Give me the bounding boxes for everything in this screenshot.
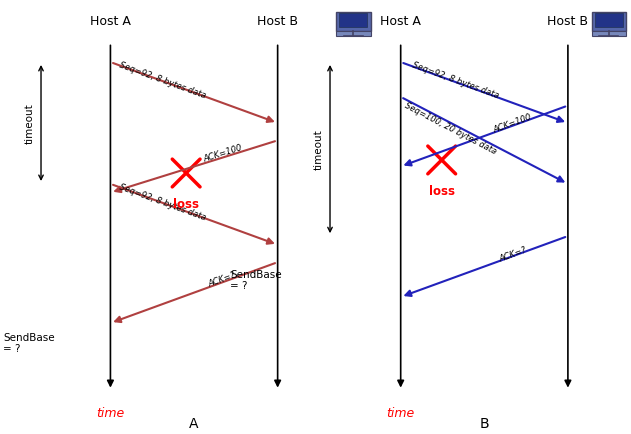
Bar	[592, 13, 627, 33]
Text: time: time	[387, 406, 415, 419]
Text: ACK=?: ACK=?	[208, 270, 237, 288]
Bar	[339, 14, 367, 28]
Bar	[336, 13, 371, 33]
Text: Seq=92, 8 bytes data: Seq=92, 8 bytes data	[411, 60, 500, 100]
Text: Host A: Host A	[90, 15, 131, 28]
Text: loss: loss	[428, 184, 455, 197]
Text: Host B: Host B	[257, 15, 298, 28]
Bar	[336, 32, 371, 36]
Text: Seq=92, 8 bytes data: Seq=92, 8 bytes data	[118, 182, 207, 221]
Bar	[595, 14, 623, 28]
Text: timeout: timeout	[314, 129, 324, 170]
Text: A: A	[189, 416, 199, 430]
Text: SendBase
= ?: SendBase = ?	[3, 332, 55, 354]
Text: Seq=92, 8 bytes data: Seq=92, 8 bytes data	[118, 60, 207, 100]
Text: ACK=100: ACK=100	[202, 142, 243, 163]
Text: Host A: Host A	[380, 15, 421, 28]
Text: Seq=100, 20 bytes data: Seq=100, 20 bytes data	[403, 100, 497, 155]
Bar	[592, 32, 627, 36]
Text: loss: loss	[173, 197, 199, 210]
Text: timeout: timeout	[25, 103, 35, 144]
Text: time: time	[97, 406, 124, 419]
Text: ACK=?: ACK=?	[498, 245, 528, 263]
Text: Host B: Host B	[548, 15, 588, 28]
Text: ACK=100: ACK=100	[492, 112, 533, 135]
Text: B: B	[480, 416, 489, 430]
Text: SendBase
= ?: SendBase = ?	[230, 269, 282, 291]
